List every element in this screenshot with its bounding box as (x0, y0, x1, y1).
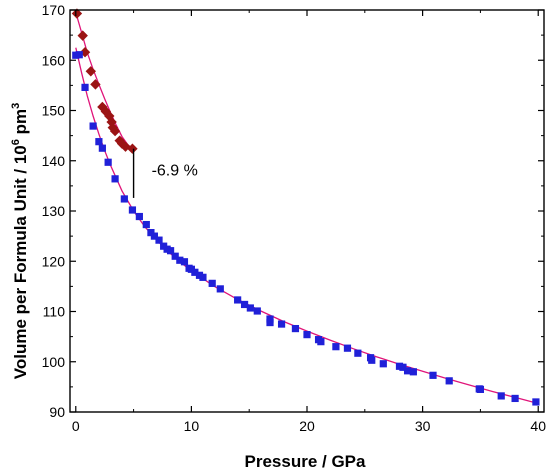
square-point (476, 385, 485, 393)
x-axis-label: Pressure / GPa (245, 452, 367, 471)
square-point (150, 232, 158, 240)
x-tick-label: 30 (415, 418, 431, 434)
square-point (379, 360, 387, 368)
square-point (403, 367, 412, 375)
y-axis-label-unit-exp: 3 (10, 103, 22, 109)
data-points (71, 8, 540, 406)
axes: 0 10 20 30 40 90 100 110 120 130 140 150 160 170 (42, 2, 547, 434)
y-axis-label-unit: pm (11, 109, 30, 139)
square-point (277, 320, 286, 328)
square-point (240, 300, 249, 309)
square-point (532, 398, 540, 406)
square-point (332, 343, 340, 351)
annotation: -6.9 % (132, 148, 198, 198)
y-tick-label: 130 (42, 203, 66, 219)
y-tick-label: 90 (49, 404, 65, 420)
square-point (128, 206, 137, 214)
annotation-label: -6.9 % (152, 162, 198, 179)
square-point (343, 344, 352, 352)
square-point (176, 256, 184, 264)
square-point (111, 175, 119, 183)
square-point (409, 368, 417, 376)
diamond-point (109, 125, 121, 137)
square-point (208, 279, 216, 287)
fit-curve-0 (75, 12, 133, 150)
square-point (429, 371, 437, 379)
square-point (81, 83, 89, 91)
square-point (98, 144, 106, 152)
square-point (95, 138, 103, 146)
diamond-point (71, 8, 83, 19)
square-point (166, 247, 175, 255)
y-axis-label: Volume per Formula Unit / 106 pm3 (10, 103, 30, 379)
y-tick-label: 140 (42, 153, 66, 169)
square-point (75, 51, 83, 59)
square-point (155, 236, 163, 244)
y-tick-label: 100 (42, 354, 66, 370)
y-tick-label: 160 (42, 52, 66, 68)
x-tick-label: 40 (530, 418, 546, 434)
square-point (497, 392, 505, 400)
square-point (354, 349, 362, 357)
fit-curves (75, 12, 539, 405)
diamond-point (90, 79, 101, 90)
square-point (368, 356, 376, 364)
square-point (171, 252, 179, 260)
square-point (253, 307, 261, 315)
diamond-point (127, 143, 138, 154)
x-tick-label: 0 (72, 418, 80, 434)
square-point (246, 304, 254, 312)
x-tick-label: 20 (299, 418, 315, 434)
square-point (104, 158, 112, 166)
square-point (317, 338, 325, 346)
square-point (89, 122, 97, 130)
y-tick-label: 170 (42, 2, 66, 18)
square-point (135, 212, 143, 221)
y-tick-label: 120 (42, 253, 66, 269)
diamond-point (85, 66, 97, 77)
square-point (191, 268, 199, 276)
square-point (445, 377, 453, 385)
square-point (120, 195, 128, 203)
diamond-point (104, 110, 115, 122)
square-point (234, 296, 242, 304)
square-point (142, 220, 150, 229)
square-point (399, 363, 407, 371)
square-point (291, 324, 300, 333)
x-tick-label: 10 (184, 418, 200, 434)
diamond-point (100, 106, 112, 117)
square-point (303, 331, 311, 339)
y-axis-label-main: Volume per Formula Unit / 10 (11, 145, 30, 379)
square-point (180, 258, 189, 266)
square-point (511, 394, 519, 403)
square-point (199, 273, 207, 281)
square-point (266, 318, 274, 327)
square-point (216, 285, 224, 293)
diamond-point (97, 101, 108, 113)
diamond-point (77, 30, 88, 41)
y-axis-label-exp: 6 (10, 139, 22, 145)
plot-frame (69, 9, 545, 413)
y-tick-label: 110 (43, 304, 66, 320)
y-tick-label: 150 (42, 103, 66, 119)
